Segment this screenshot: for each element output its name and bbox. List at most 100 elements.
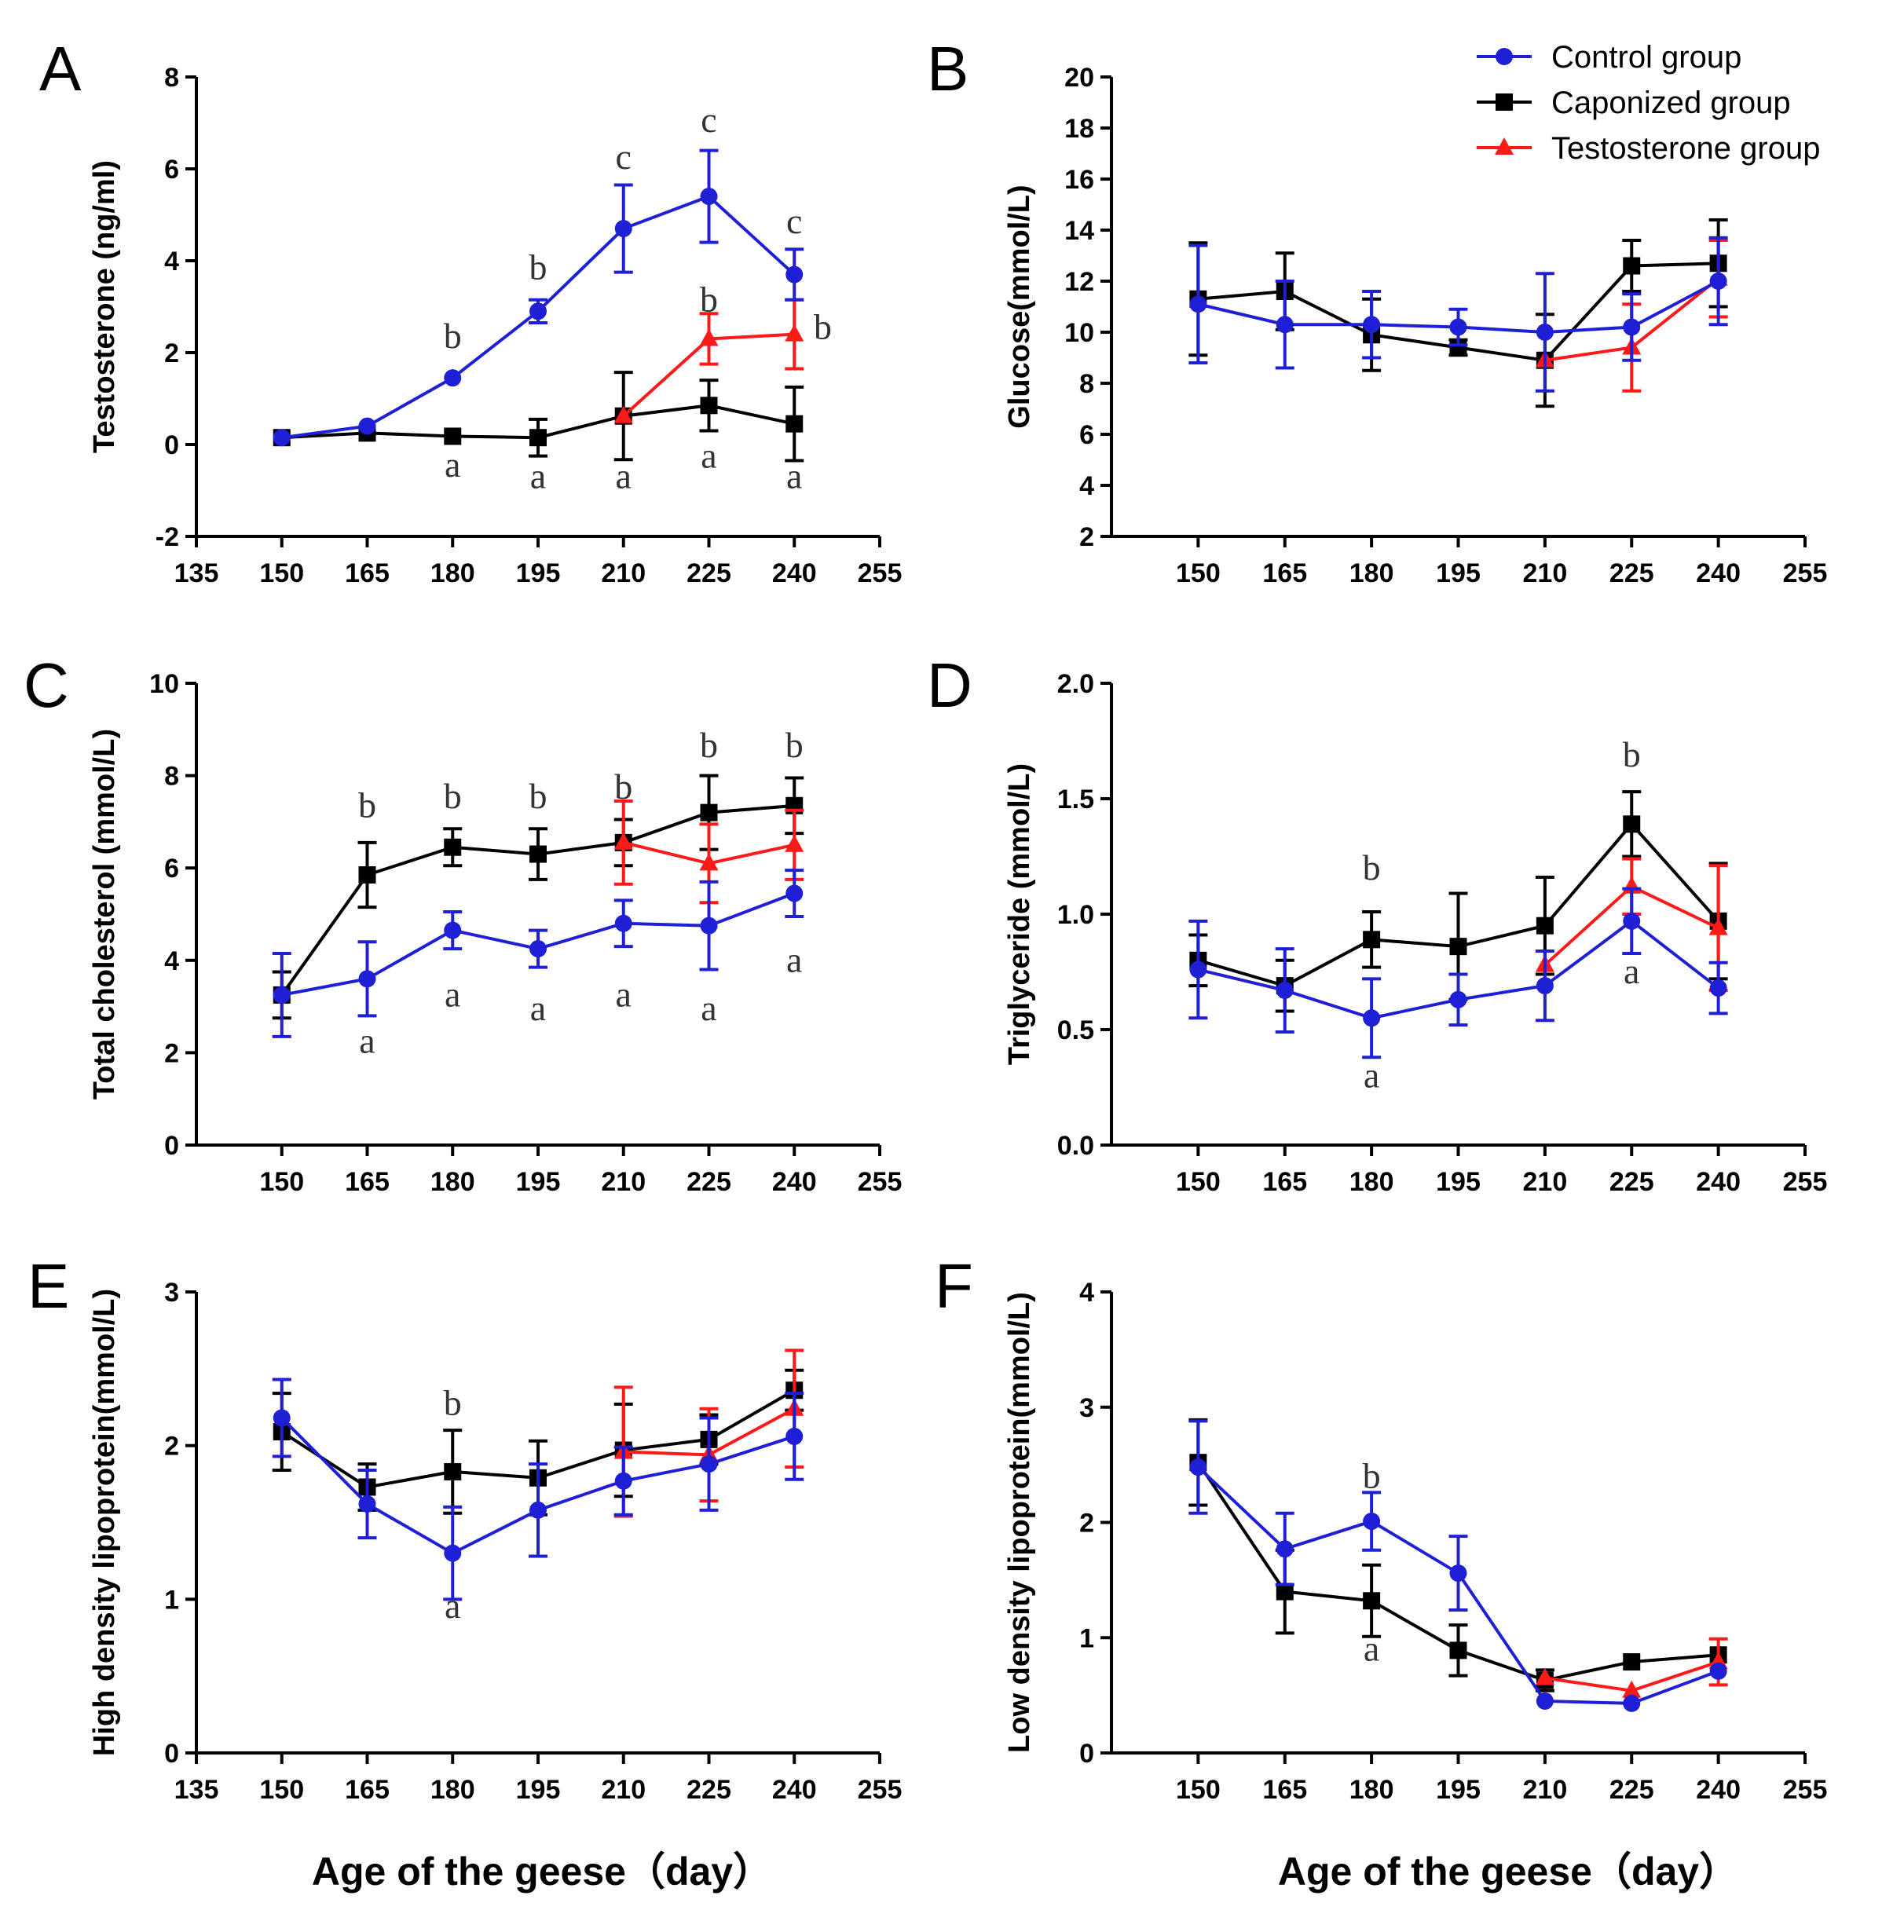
x-tick-label: 255 xyxy=(1783,1167,1828,1197)
data-point xyxy=(444,838,462,856)
x-tick-label: 240 xyxy=(772,1167,817,1197)
x-tick-label: 150 xyxy=(1176,1775,1221,1805)
data-point xyxy=(444,1462,462,1480)
significance-letter: b xyxy=(785,725,804,765)
x-axis-label-left: Age of the geese（day） xyxy=(312,1850,772,1894)
data-point xyxy=(444,1544,462,1562)
data-point xyxy=(700,1455,718,1473)
x-tick-label: 210 xyxy=(1523,558,1568,588)
x-tick-label: 225 xyxy=(1609,1167,1654,1197)
significance-letter: b xyxy=(444,316,462,356)
data-point xyxy=(1189,1458,1207,1476)
x-tick-label: 210 xyxy=(601,558,646,588)
x-tick-label: 255 xyxy=(1783,1775,1828,1805)
y-tick-label: 2 xyxy=(164,1038,179,1068)
y-tick-label: 1.0 xyxy=(1057,900,1094,930)
panel-b: B 2 4 6 8 10 12 14 16 18 20 150 165 180 195 210 225 240 25… xyxy=(927,34,1827,588)
x-tick-label: 180 xyxy=(430,1775,475,1805)
significance-letter: b xyxy=(700,725,718,765)
data-point xyxy=(1449,1641,1467,1659)
y-tick-label: 0.0 xyxy=(1057,1131,1094,1161)
y-tick-label: 3 xyxy=(164,1278,179,1308)
data-point xyxy=(700,397,718,415)
panel-letter-e: E xyxy=(27,1251,69,1321)
y-axis-label-f: Low density lipoprotein(mmol/L) xyxy=(1003,1292,1036,1753)
legend-label: Caponized group xyxy=(1551,86,1791,120)
significance-letter: a xyxy=(616,456,632,496)
data-point xyxy=(1623,912,1641,930)
legend-item-caponized: Caponized group xyxy=(1477,86,1791,120)
y-tick-label: 2 xyxy=(164,338,179,368)
data-point xyxy=(1709,1662,1727,1680)
significance-letter: a xyxy=(530,456,546,496)
data-point xyxy=(529,940,547,958)
x-tick-label: 135 xyxy=(174,558,219,588)
x-tick-label: 180 xyxy=(430,1167,475,1197)
x-tick-label: 165 xyxy=(1262,558,1307,588)
significance-letter: b xyxy=(614,767,632,807)
y-tick-label: 1 xyxy=(1079,1623,1094,1653)
y-tick-label: 2 xyxy=(1079,1509,1094,1539)
y-axis-label-a: Testosterone (ng/ml) xyxy=(88,160,121,453)
data-point xyxy=(1709,273,1727,290)
data-point xyxy=(529,302,547,320)
x-tick-label: 240 xyxy=(772,558,817,588)
significance-letter: b xyxy=(529,776,547,816)
x-tick-label: 180 xyxy=(1349,1167,1394,1197)
significance-letter: b xyxy=(814,306,832,346)
significance-letter: a xyxy=(1364,1629,1379,1669)
data-point xyxy=(1189,961,1207,979)
data-point xyxy=(1449,1564,1467,1583)
y-axis-label-c: Total cholesterol (mmol/L) xyxy=(88,729,121,1100)
x-tick-label: 165 xyxy=(345,1775,390,1805)
x-tick-label: 150 xyxy=(259,1775,304,1805)
data-point xyxy=(529,1501,547,1519)
x-tick-label: 255 xyxy=(858,1775,903,1805)
x-tick-label: 225 xyxy=(687,1167,731,1197)
x-tick-label: 195 xyxy=(1436,1167,1481,1197)
data-point xyxy=(700,917,718,935)
data-point xyxy=(1535,1667,1554,1685)
y-tick-label: 14 xyxy=(1064,216,1094,246)
data-point xyxy=(785,834,804,852)
y-tick-label: 0.5 xyxy=(1057,1015,1094,1045)
x-tick-label: 210 xyxy=(601,1775,646,1805)
panel-d: D 0.0 0.5 1.0 1.5 2.0 150 165 180 195 210 225 240 255… xyxy=(927,650,1827,1197)
y-tick-label: 20 xyxy=(1064,63,1094,93)
y-tick-label: 4 xyxy=(1079,1278,1094,1308)
y-tick-label: 8 xyxy=(164,762,179,792)
x-tick-label: 150 xyxy=(259,1167,304,1197)
data-point xyxy=(785,415,804,433)
y-tick-label: 0 xyxy=(164,430,179,460)
y-tick-label: 6 xyxy=(1079,420,1094,450)
data-point xyxy=(699,328,719,346)
x-tick-label: 195 xyxy=(516,558,561,588)
x-tick-label: 180 xyxy=(430,558,475,588)
data-point xyxy=(358,866,376,884)
data-point xyxy=(1623,257,1641,275)
data-point xyxy=(1708,917,1728,935)
x-tick-label: 210 xyxy=(1523,1775,1568,1805)
y-tick-label: 4 xyxy=(1079,471,1094,501)
significance-letter: c xyxy=(616,137,632,177)
data-point xyxy=(1449,338,1467,357)
x-tick-label: 165 xyxy=(345,558,390,588)
legend-marker xyxy=(1496,48,1513,65)
data-point xyxy=(785,324,804,342)
data-point xyxy=(1363,1592,1381,1610)
data-point xyxy=(700,188,718,206)
x-tick-label: 225 xyxy=(687,558,731,588)
data-point xyxy=(1363,1009,1381,1027)
data-point xyxy=(614,1472,632,1490)
data-point xyxy=(1276,1540,1294,1558)
x-tick-label: 225 xyxy=(687,1775,731,1805)
legend-marker xyxy=(1496,93,1513,111)
data-point xyxy=(1623,1653,1641,1671)
x-tick-label: 195 xyxy=(1436,1775,1481,1805)
data-point xyxy=(700,803,718,821)
data-point xyxy=(444,369,462,387)
significance-letter: b xyxy=(1623,734,1641,774)
data-point xyxy=(358,417,376,435)
data-point xyxy=(444,921,462,939)
